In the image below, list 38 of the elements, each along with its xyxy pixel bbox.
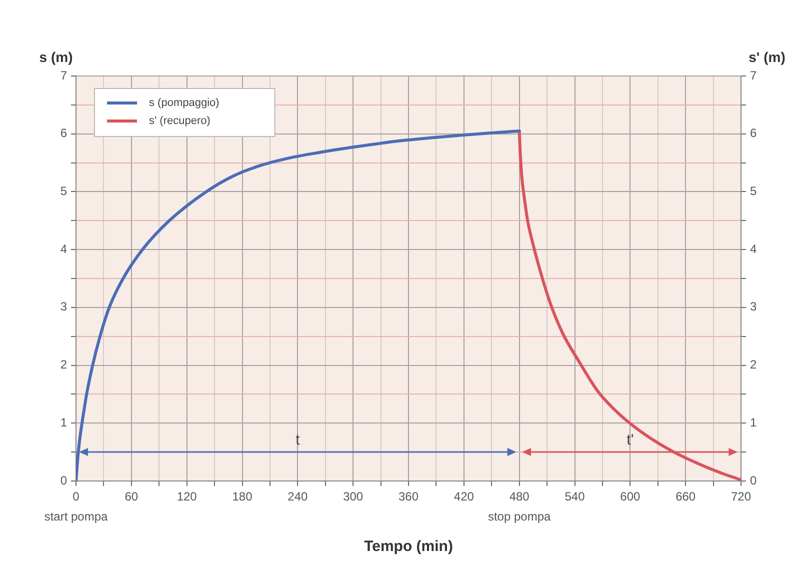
x-tick-label: 600 [620,489,640,504]
y-tick-label: 6 [60,126,68,140]
x-axis-title: Tempo (min) [364,538,453,555]
y-tick-label: 2 [60,358,68,372]
x-tick-label: 0 start pompa [44,489,108,524]
y2-tick-label: 0 [750,473,757,488]
x-tick-label: 480 stop pompa [488,489,552,524]
y-tick-label: 4 [60,242,68,256]
y2-axis-title: s' (m) [748,49,786,65]
x-tick-label: 240 [288,489,308,504]
legend-label: s (pompaggio) [149,97,220,110]
y-tick-label: 1 [60,415,68,430]
x-tick-label: 180 [232,489,253,504]
line-series [76,129,521,481]
annotation: t' [626,432,634,449]
x-tick-label: 540 [564,489,586,504]
annotation: t [296,432,301,449]
y2-tick-label: 1 [750,415,757,430]
y2-tick-label: 7 [750,68,757,82]
x-tick-label: 60 [124,489,138,504]
y-tick-label: 5 [60,184,68,198]
y2-tick-label: 4 [750,242,757,256]
y2-tick-label: 5 [750,184,757,198]
legend-label: s' (recupero) [149,115,210,128]
x-tick-label: 300 [343,489,364,504]
x-tick-label: 660 [676,489,696,504]
y-tick-label: 7 [60,68,68,82]
x-tick-label: 360 [398,489,419,504]
x-tick-label: 420 [454,489,474,504]
line-series [518,129,741,481]
y-axis-title: s (m) [39,49,73,65]
x-tick-label: 120 [176,489,198,504]
y-tick-label: 0 [60,473,68,488]
x-tick-label: 720 [730,489,752,504]
y2-tick-label: 3 [750,300,757,314]
y2-tick-label: 6 [750,126,757,140]
y2-tick-label: 2 [750,358,757,372]
y-tick-label: 3 [60,300,68,314]
